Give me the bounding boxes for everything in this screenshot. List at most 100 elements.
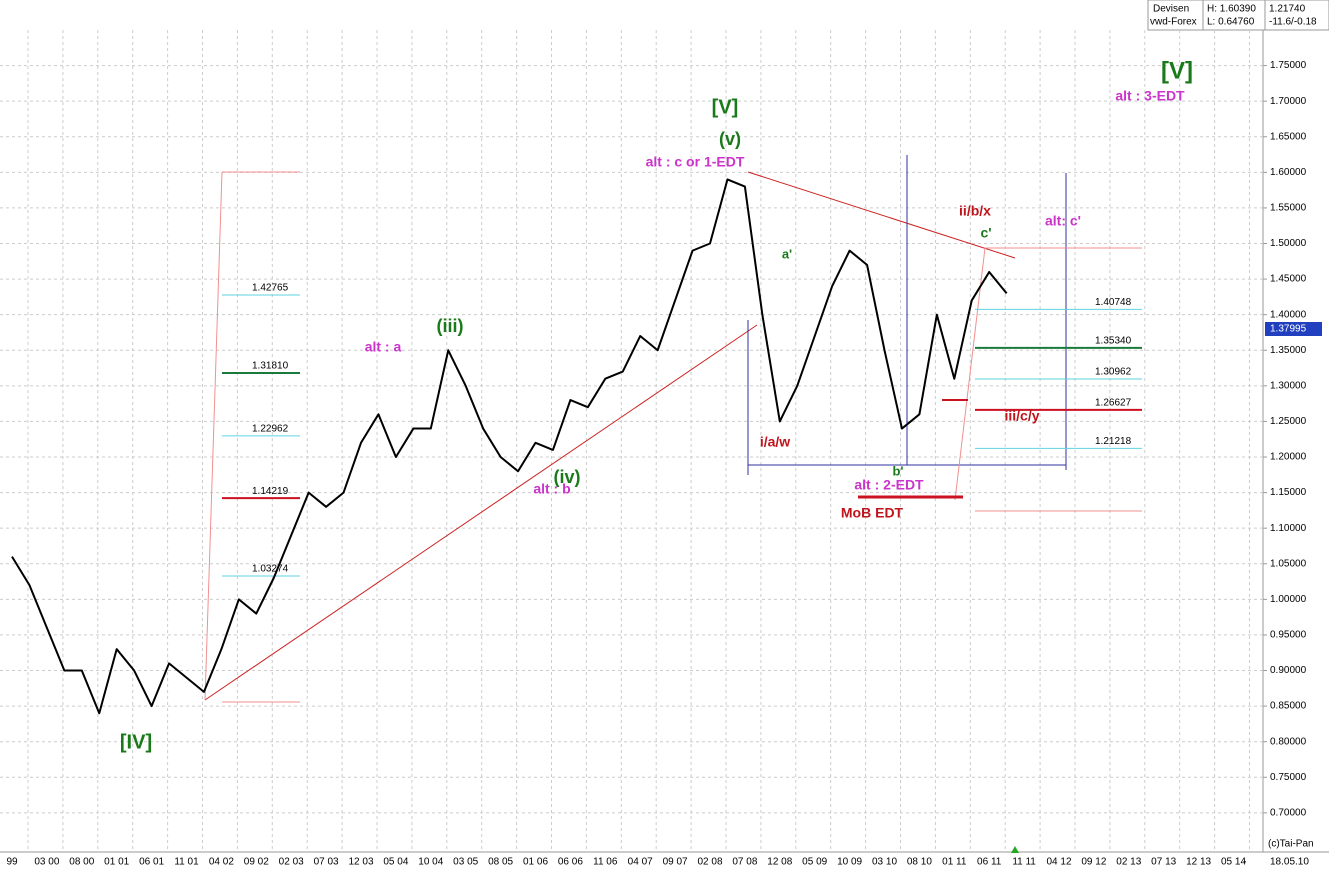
- x-tick-label: 01 11: [942, 857, 967, 868]
- y-tick-label: 1.45000: [1270, 274, 1307, 285]
- y-tick-label: 0.85000: [1270, 701, 1307, 712]
- y-tick-label: 1.60000: [1270, 167, 1307, 178]
- y-tick-label: 0.70000: [1270, 807, 1307, 818]
- y-tick-label: 1.15000: [1270, 487, 1307, 498]
- x-tick-label: 02 03: [279, 857, 304, 868]
- x-tick-label: 99: [6, 857, 18, 868]
- price-box: [1265, 322, 1322, 336]
- x-tick-label: 11 01: [174, 857, 199, 868]
- level-label: 1.14219: [252, 486, 289, 497]
- y-tick-label: 1.50000: [1270, 238, 1307, 249]
- y-tick-label: 1.65000: [1270, 131, 1307, 142]
- annotation: alt : c or 1-EDT: [646, 154, 745, 170]
- annotation: alt : b: [533, 481, 570, 497]
- x-tick-label: 04 02: [209, 857, 234, 868]
- y-tick-label: 1.05000: [1270, 558, 1307, 569]
- drawing-line: [747, 171, 1016, 259]
- x-tick-label: 02 13: [1116, 857, 1141, 868]
- annotation: [V]: [712, 96, 739, 118]
- x-tick-label: 04 07: [628, 857, 653, 868]
- x-tick-label: 03 10: [872, 857, 897, 868]
- level-label: 1.21218: [1095, 436, 1132, 447]
- drawing-line: [954, 247, 986, 501]
- y-tick-label: 0.75000: [1270, 772, 1307, 783]
- annotation: ii/b/x: [959, 203, 991, 219]
- last-price: 1.37995: [1270, 324, 1307, 335]
- y-tick-label: 0.95000: [1270, 630, 1307, 641]
- y-tick-label: 1.75000: [1270, 60, 1307, 71]
- x-tick-label: 05 14: [1221, 857, 1246, 868]
- annotation: alt : a: [365, 339, 402, 355]
- x-tick-label: 08 00: [69, 857, 94, 868]
- header-source: vwd-Forex: [1150, 17, 1197, 28]
- x-tick-label: 01 01: [104, 857, 129, 868]
- x-tick-label: 08 05: [488, 857, 513, 868]
- annotation: MoB EDT: [841, 505, 904, 521]
- x-tick-label: 06 11: [977, 857, 1002, 868]
- annotation: a': [782, 246, 792, 261]
- marker: [1011, 846, 1019, 853]
- drawing-line: [204, 324, 758, 701]
- annotation: c': [980, 225, 991, 241]
- level-label: 1.26627: [1095, 397, 1132, 408]
- header-change: -11.6/-0.18: [1269, 17, 1317, 28]
- level-label: 1.03274: [252, 564, 289, 575]
- annotation: (v): [719, 129, 741, 149]
- x-tick-label: 03 00: [34, 857, 59, 868]
- x-tick-label: 09 12: [1081, 857, 1106, 868]
- header-last: 1.21740: [1269, 4, 1306, 15]
- annotation: [IV]: [120, 731, 152, 753]
- copyright: (c)Tai-Pan: [1268, 839, 1314, 850]
- x-tick-label: 07 03: [314, 857, 339, 868]
- annotation: alt : 3-EDT: [1115, 88, 1185, 104]
- x-tick-label: 11 11: [1012, 857, 1036, 868]
- y-tick-label: 1.20000: [1270, 452, 1307, 463]
- y-tick-label: 1.30000: [1270, 380, 1307, 391]
- level-label: 1.35340: [1095, 335, 1132, 346]
- level-label: 1.31810: [252, 361, 289, 372]
- y-tick-label: 1.70000: [1270, 96, 1307, 107]
- level-label: 1.40748: [1095, 297, 1132, 308]
- header-market: Devisen: [1153, 4, 1189, 15]
- y-tick-label: 1.40000: [1270, 309, 1307, 320]
- x-tick-label: 11 06: [593, 857, 618, 868]
- annotation: i/a/w: [760, 434, 790, 450]
- level-label: 1.30962: [1095, 367, 1132, 378]
- header-high: H: 1.60390: [1207, 4, 1256, 15]
- header-low: L: 0.64760: [1207, 17, 1255, 28]
- annotation: iii/c/y: [1004, 408, 1039, 424]
- drawing-line: [204, 171, 223, 701]
- y-tick-label: 1.10000: [1270, 523, 1307, 534]
- x-tick-label: 10 09: [837, 857, 862, 868]
- y-tick-label: 1.35000: [1270, 345, 1307, 356]
- annotation: alt : 2-EDT: [854, 477, 924, 493]
- x-tick-label: 12 13: [1186, 857, 1211, 868]
- x-tick-label: 10 04: [418, 857, 443, 868]
- x-tick-label: 05 09: [802, 857, 827, 868]
- x-tick-label: 09 02: [244, 857, 269, 868]
- level-label: 1.22962: [252, 424, 289, 435]
- x-tick-label: 05 04: [383, 857, 408, 868]
- x-tick-label: 03 05: [453, 857, 478, 868]
- x-tick-label: 02 08: [697, 857, 722, 868]
- x-tick-label: 12 08: [767, 857, 792, 868]
- annotation: alt: c': [1045, 213, 1081, 229]
- x-tick-label: 01 06: [523, 857, 548, 868]
- y-tick-label: 0.80000: [1270, 736, 1307, 747]
- x-tick-label: 06 01: [139, 857, 164, 868]
- annotation: (iii): [437, 316, 464, 336]
- annotation: (iv): [554, 467, 581, 487]
- x-tick-label: 07 13: [1151, 857, 1176, 868]
- header-box: [1147, 0, 1329, 31]
- x-tick-label: 06 06: [558, 857, 583, 868]
- y-tick-label: 1.25000: [1270, 416, 1307, 427]
- axis-end: -: [1243, 857, 1246, 868]
- y-tick-label: 1.00000: [1270, 594, 1307, 605]
- level-label: 1.42765: [252, 283, 289, 294]
- date-label: 18.05.10: [1270, 857, 1309, 868]
- x-tick-label: 07 08: [732, 857, 757, 868]
- x-tick-label: 08 10: [907, 857, 932, 868]
- x-tick-label: 04 12: [1046, 857, 1071, 868]
